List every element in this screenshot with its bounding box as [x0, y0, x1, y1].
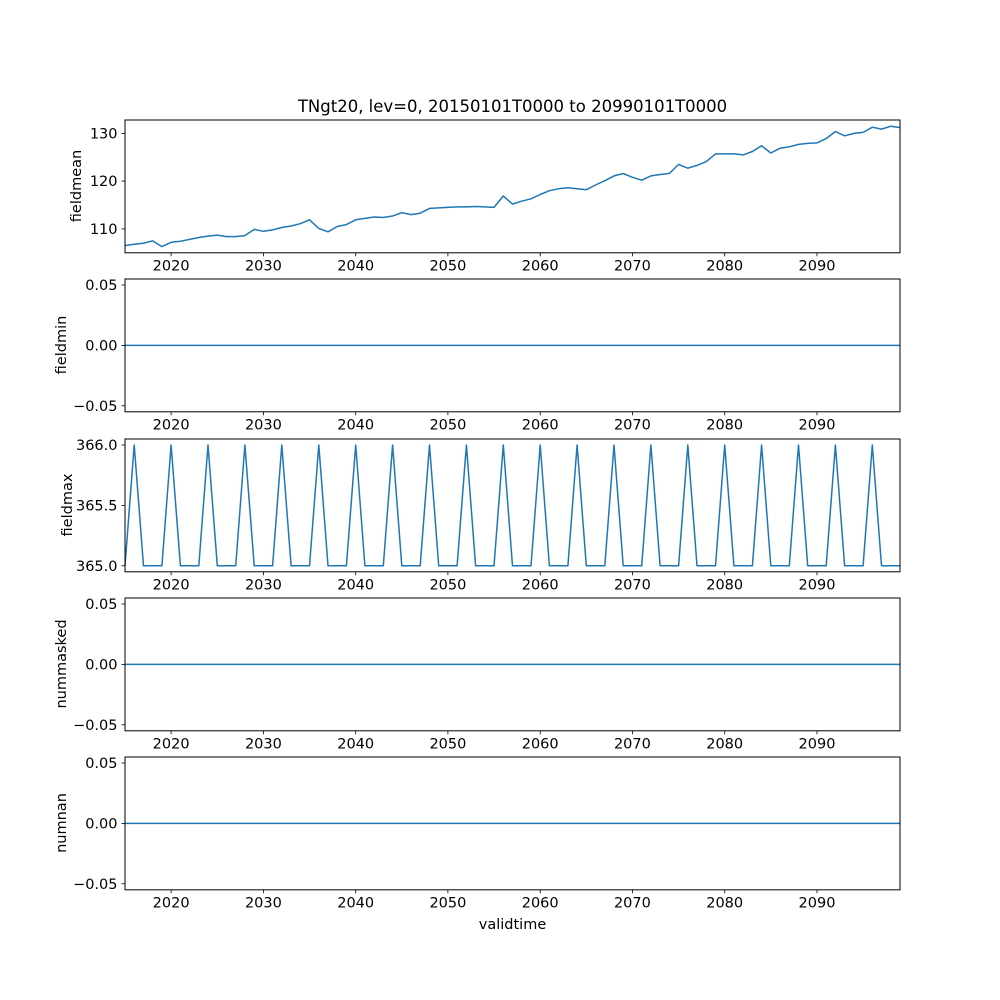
data-series-line: [124, 443, 900, 567]
subplot-fieldmax: fieldmax 2020 2030 2040 2050 2060 2070 2080 209…: [0, 438, 1000, 593]
y-axis-label-fieldmean: fieldmean: [69, 149, 85, 223]
x-tick-label: 2070: [614, 736, 651, 752]
plot-frame: [124, 278, 901, 413]
y-tick-label: 366.0: [76, 438, 118, 454]
x-tick-label: 2040: [337, 258, 374, 274]
x-tick-label: 2080: [706, 418, 743, 434]
x-tick-label: 2070: [614, 577, 651, 593]
x-tick-label: 2020: [153, 895, 190, 911]
figure-title: TNgt20, lev=0, 20150101T0000 to 20990101…: [297, 97, 728, 116]
x-tick-label: 2050: [429, 895, 466, 911]
x-tick-label: 2040: [337, 418, 374, 434]
x-tick-label: 2050: [429, 418, 466, 434]
plot-area-fieldmax: 2020 2030 2040 2050 2060 2070 2080 2090 365.0 365…: [76, 438, 901, 593]
plot-frame: [124, 756, 901, 891]
x-tick-label: 2080: [706, 577, 743, 593]
data-series-line: [124, 125, 901, 248]
subplot-fieldmin: fieldmin 2020 2030 2040 2050 2060 2070 2080 209…: [0, 278, 1000, 434]
y-tick-label: 130: [90, 126, 118, 142]
plot-area-numnan: 2020 2030 2040 2050 2060 2070 2080 2090 −0.05 0.0…: [73, 756, 901, 911]
x-tick-label: 2020: [153, 418, 190, 434]
x-tick-label: 2090: [799, 418, 836, 434]
x-tick-label: 2090: [799, 736, 836, 752]
x-tick-label: 2030: [245, 258, 282, 274]
y-axis-label-fieldmin: fieldmin: [54, 315, 70, 375]
plot-frame: [124, 438, 901, 572]
x-tick-label: 2090: [799, 895, 836, 911]
plot-area-fieldmin: 2020 2030 2040 2050 2060 2070 2080 2090 −0.05 0.0…: [73, 278, 901, 434]
y-tick-label: 365.5: [76, 498, 118, 514]
x-tick-label: 2080: [706, 258, 743, 274]
y-tick-label: −0.05: [73, 877, 117, 893]
plot-area-fieldmean: 2020 2030 2040 2050 2060 2070 2080 2090 110 120 13…: [90, 119, 901, 274]
x-tick-label: 2060: [522, 736, 559, 752]
x-tick-label: 2050: [429, 577, 466, 593]
y-tick-label: −0.05: [73, 718, 117, 734]
y-tick-label: 120: [90, 174, 118, 190]
x-tick-label: 2030: [245, 577, 282, 593]
x-tick-label: 2080: [706, 736, 743, 752]
x-tick-label: 2030: [245, 418, 282, 434]
x-tick-label: 2020: [153, 577, 190, 593]
subplot-numnan: numnan 2020 2030 2040 2050 2060 2070 2080 2090 −…: [0, 756, 1000, 911]
x-tick-label: 2060: [522, 258, 559, 274]
x-tick-label: 2040: [337, 895, 374, 911]
y-tick-label: 110: [90, 222, 118, 238]
x-tick-label: 2030: [245, 736, 282, 752]
y-axis-label-nummasked: nummasked: [54, 619, 70, 709]
x-tick-label: 2050: [429, 736, 466, 752]
x-tick-label: 2020: [153, 736, 190, 752]
y-tick-label: 0.05: [85, 597, 117, 613]
plot-frame: [124, 597, 901, 732]
x-tick-label: 2090: [799, 577, 836, 593]
subplot-nummasked: nummasked 2020 2030 2040 2050 2060 2070 2080 20…: [0, 597, 1000, 752]
y-tick-label: 365.0: [76, 558, 118, 574]
x-tick-label: 2090: [799, 258, 836, 274]
y-axis-label-numnan: numnan: [54, 793, 70, 854]
y-tick-label: 0.05: [85, 278, 117, 294]
x-tick-label: 2050: [429, 258, 466, 274]
x-tick-label: 2060: [522, 895, 559, 911]
x-tick-label: 2020: [153, 258, 190, 274]
x-tick-label: 2060: [522, 418, 559, 434]
x-tick-label: 2070: [614, 258, 651, 274]
x-tick-label: 2070: [614, 418, 651, 434]
y-tick-label: 0.00: [85, 817, 117, 833]
plot-frame: [124, 119, 901, 254]
x-tick-label: 2030: [245, 895, 282, 911]
y-tick-label: 0.05: [85, 756, 117, 772]
x-tick-label: 2040: [337, 577, 374, 593]
x-tick-label: 2070: [614, 895, 651, 911]
y-tick-label: −0.05: [73, 399, 117, 415]
x-tick-label: 2060: [522, 577, 559, 593]
subplot-fieldmean: fieldmean 2020 2030 2040 2050 2060 2070 2080 20…: [0, 119, 1000, 274]
x-axis-label: validtime: [478, 917, 547, 933]
x-tick-label: 2080: [706, 895, 743, 911]
y-tick-label: 0.00: [85, 657, 117, 673]
x-tick-label: 2040: [337, 736, 374, 752]
y-tick-label: 0.00: [85, 339, 117, 355]
plot-area-nummasked: 2020 2030 2040 2050 2060 2070 2080 2090 −0.05 0.0…: [73, 597, 901, 752]
